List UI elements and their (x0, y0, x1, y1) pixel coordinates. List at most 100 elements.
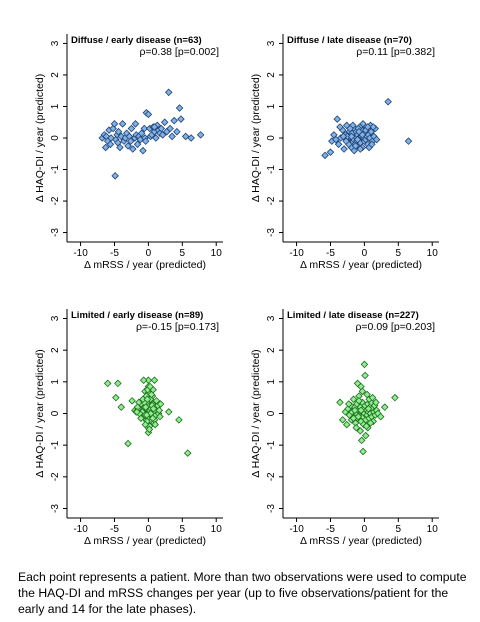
panel-title: Diffuse / late disease (n=70) (287, 35, 412, 46)
data-point (358, 387, 367, 396)
data-point (149, 404, 158, 413)
data-point (117, 403, 126, 411)
data-point (175, 104, 184, 112)
correlation-annotation: ρ=0.38 [p=0.002] (139, 46, 219, 58)
y-tick-label: -1 (266, 440, 277, 449)
data-point (351, 142, 360, 150)
data-point (354, 412, 363, 421)
y-tick-label: -2 (50, 196, 61, 205)
panel-title: Diffuse / early disease (n=63) (71, 35, 202, 46)
data-point (114, 127, 123, 136)
y-tick-label: 2 (266, 72, 277, 78)
x-tick-label: 10 (427, 248, 439, 259)
y-tick-label: 3 (50, 40, 61, 46)
data-point (139, 376, 148, 385)
x-tick-label: 0 (146, 248, 152, 259)
y-tick-label: 0 (50, 135, 61, 141)
data-point (372, 398, 380, 407)
data-point (150, 376, 159, 385)
data-point (144, 110, 153, 119)
data-point (164, 408, 173, 416)
data-point (164, 88, 173, 97)
data-point (106, 140, 115, 149)
data-point (321, 151, 329, 160)
data-point (334, 140, 343, 149)
data-point (146, 382, 154, 391)
data-point (141, 403, 150, 411)
data-point (187, 134, 195, 142)
y-tick-label: 2 (50, 347, 61, 353)
y-tick-label: -2 (266, 196, 277, 205)
data-point (361, 431, 370, 440)
data-point (359, 120, 367, 128)
data-point (361, 371, 369, 380)
x-tick-label: 0 (146, 524, 152, 535)
y-tick-label: 0 (50, 410, 61, 416)
data-point (141, 137, 150, 145)
y-tick-label: -3 (266, 504, 277, 513)
x-tick-label: -5 (326, 248, 335, 259)
data-point (342, 137, 350, 145)
data-point (346, 124, 354, 133)
y-tick-label: 0 (266, 135, 277, 141)
data-point (158, 131, 167, 139)
x-tick-label: -5 (110, 248, 119, 259)
data-point (160, 118, 169, 127)
y-tick-label: -3 (50, 504, 61, 513)
data-point (118, 120, 127, 128)
data-point (168, 132, 176, 141)
x-tick-label: 5 (396, 248, 402, 259)
data-point (338, 416, 347, 424)
data-point (369, 123, 377, 131)
data-point (109, 124, 117, 133)
data-point (156, 412, 164, 421)
data-point (137, 129, 146, 138)
y-tick-label: 3 (266, 315, 277, 321)
data-point (127, 124, 136, 133)
data-point (391, 393, 399, 402)
panel-title: Limited / early disease (n=89) (71, 310, 203, 321)
correlation-annotation: ρ=0.09 [p=0.203] (355, 321, 435, 333)
x-tick-label: -10 (289, 524, 304, 535)
x-axis-title: Δ mRSS / year (predicted) (84, 259, 206, 271)
x-tick-label: 5 (180, 248, 186, 259)
x-axis-title: Δ mRSS / year (predicted) (84, 535, 206, 547)
data-point (352, 423, 361, 432)
data-point (342, 420, 351, 429)
data-point (349, 395, 358, 404)
data-point (133, 408, 141, 416)
y-tick-label: 2 (266, 347, 277, 353)
x-tick-label: 10 (211, 524, 223, 535)
data-point (364, 404, 373, 413)
correlation-annotation: ρ=0.11 [p=0.382] (356, 46, 435, 58)
data-point (380, 403, 389, 411)
data-point (177, 115, 185, 123)
data-point (345, 400, 353, 408)
data-point (110, 120, 119, 128)
data-point (107, 134, 115, 142)
y-tick-label: 0 (266, 410, 277, 416)
y-axis-title: Δ HAQ-DI / year (predicted) (250, 349, 262, 477)
data-point (183, 449, 192, 457)
data-point (340, 145, 348, 153)
y-tick-label: -3 (266, 228, 277, 237)
data-point (364, 123, 372, 131)
data-point (143, 395, 152, 404)
data-point (147, 390, 156, 399)
y-axis-title: Δ HAQ-DI / year (predicted) (250, 74, 262, 202)
y-tick-label: -1 (266, 165, 277, 174)
panel-title: Limited / late disease (n=227) (287, 310, 419, 321)
data-point (128, 397, 136, 405)
data-point (170, 116, 178, 125)
data-point (149, 414, 157, 423)
data-point (336, 123, 344, 131)
y-tick-label: 2 (50, 72, 61, 78)
y-tick-label: 1 (266, 103, 277, 109)
data-point (356, 427, 365, 435)
x-tick-label: -10 (73, 524, 88, 535)
data-point (347, 132, 356, 141)
data-point (326, 148, 335, 156)
